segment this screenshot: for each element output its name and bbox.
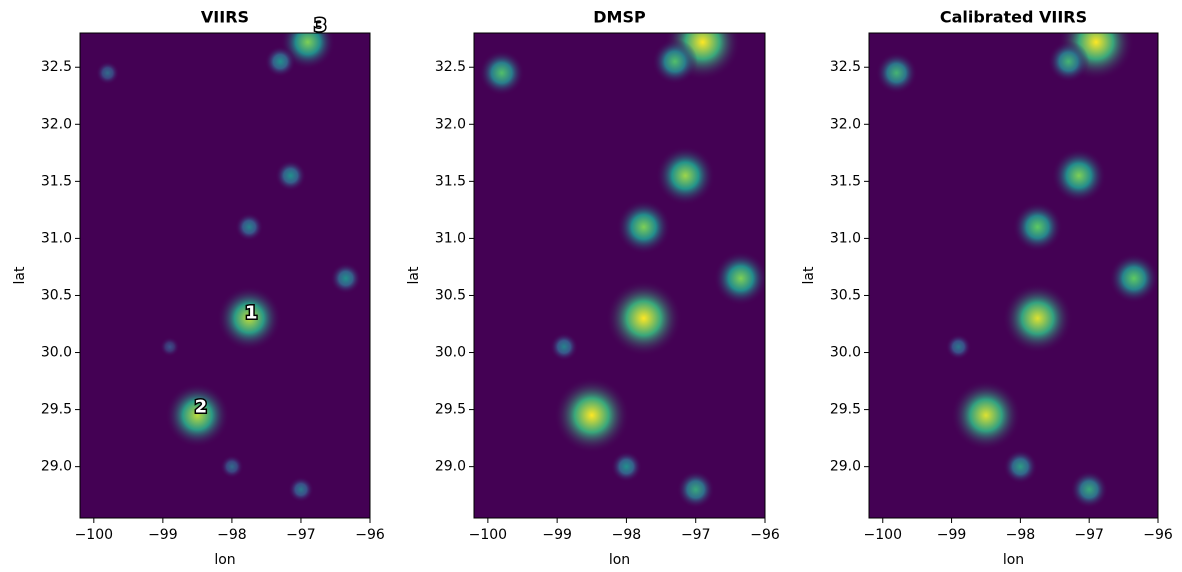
axes-frame [473, 32, 766, 519]
annotation: 2 [195, 396, 208, 417]
x-tick-label: −99 [937, 527, 967, 543]
x-tick-label: −96 [750, 527, 780, 543]
x-tick-label: −100 [469, 527, 507, 543]
y-tick-label: 31.5 [41, 173, 72, 189]
light-spot [288, 476, 314, 503]
x-tick-label: −96 [355, 527, 385, 543]
x-tick-label: −97 [681, 527, 711, 543]
light-spot [1070, 470, 1108, 509]
light-spot [159, 336, 180, 357]
light-spot [605, 280, 682, 357]
light-spot [610, 451, 642, 483]
y-tick-label: 30.5 [830, 287, 861, 303]
light-spot [553, 377, 630, 454]
y-axis-label: lat [12, 266, 28, 284]
image [95, 33, 362, 503]
y-tick-label: 30.0 [435, 345, 466, 361]
axes-frame [868, 32, 1159, 519]
light-spot [95, 61, 120, 85]
x-tick-label: −98 [1006, 527, 1036, 543]
light-spot [235, 212, 264, 242]
y-tick-label: 32.0 [435, 116, 466, 132]
y-tick-label: 30.0 [830, 345, 861, 361]
light-spot [676, 470, 715, 509]
light-spot [549, 332, 579, 361]
light-spot [713, 251, 765, 306]
light-spot [1003, 449, 1038, 484]
light-spot [1047, 40, 1090, 83]
x-tick-label: −97 [1074, 527, 1104, 543]
light-spot [220, 454, 244, 479]
y-tick-label: 29.5 [435, 402, 466, 418]
y-tick-label: 32.5 [830, 59, 861, 75]
light-spot [479, 50, 525, 96]
light-spot [1002, 283, 1073, 354]
light-spot [616, 199, 671, 255]
light-spot [216, 285, 282, 351]
y-tick-label: 32.5 [435, 59, 466, 75]
y-tick-label: 29.5 [41, 402, 72, 418]
x-tick-label: −96 [1143, 527, 1173, 543]
y-tick-label: 31.0 [41, 230, 72, 246]
light-spot [945, 334, 972, 360]
light-spot [275, 160, 307, 192]
y-tick-label: 30.5 [41, 287, 72, 303]
y-tick-label: 32.0 [830, 116, 861, 132]
light-spot [652, 38, 698, 85]
light-spot [330, 262, 362, 294]
y-tick-label: 29.0 [830, 459, 861, 475]
x-axis-label: lon [609, 552, 630, 568]
chart-title: Calibrated VIIRS [940, 8, 1087, 27]
x-tick-label: −98 [612, 527, 642, 543]
image-background [80, 33, 370, 518]
y-tick-label: 29.0 [41, 459, 72, 475]
y-tick-label: 31.5 [830, 173, 861, 189]
light-spot [875, 52, 918, 94]
x-tick-label: −97 [286, 527, 316, 543]
x-axis-label: lon [214, 552, 235, 568]
y-axis-label: lat [406, 266, 422, 284]
y-tick-label: 29.5 [830, 402, 861, 418]
light-spot [950, 380, 1022, 451]
x-tick-label: −98 [217, 527, 247, 543]
image [479, 33, 765, 509]
light-spot [1109, 253, 1158, 304]
y-tick-label: 31.0 [830, 230, 861, 246]
y-axis-label: lat [801, 266, 817, 284]
axes-frame [79, 32, 371, 519]
x-axis-label: lon [1003, 552, 1024, 568]
x-tick-label: −100 [864, 527, 902, 543]
x-tick-label: −99 [542, 527, 572, 543]
y-tick-label: 30.5 [435, 287, 466, 303]
y-tick-label: 32.0 [41, 116, 72, 132]
y-tick-label: 30.0 [41, 345, 72, 361]
light-spot [1012, 202, 1063, 252]
x-tick-label: −100 [75, 527, 113, 543]
annotation: 3 [314, 15, 327, 36]
y-tick-label: 29.0 [435, 459, 466, 475]
chart-title: DMSP [593, 8, 646, 27]
chart-title: VIIRS [201, 8, 249, 27]
light-spot [165, 382, 230, 448]
light-spot [1051, 148, 1107, 203]
x-tick-label: −99 [148, 527, 178, 543]
image [875, 33, 1158, 509]
light-spot [264, 46, 296, 78]
y-tick-label: 31.0 [435, 230, 466, 246]
light-spot [655, 145, 715, 206]
annotation: 1 [245, 303, 258, 324]
y-tick-label: 31.5 [435, 173, 466, 189]
y-tick-label: 32.5 [41, 59, 72, 75]
